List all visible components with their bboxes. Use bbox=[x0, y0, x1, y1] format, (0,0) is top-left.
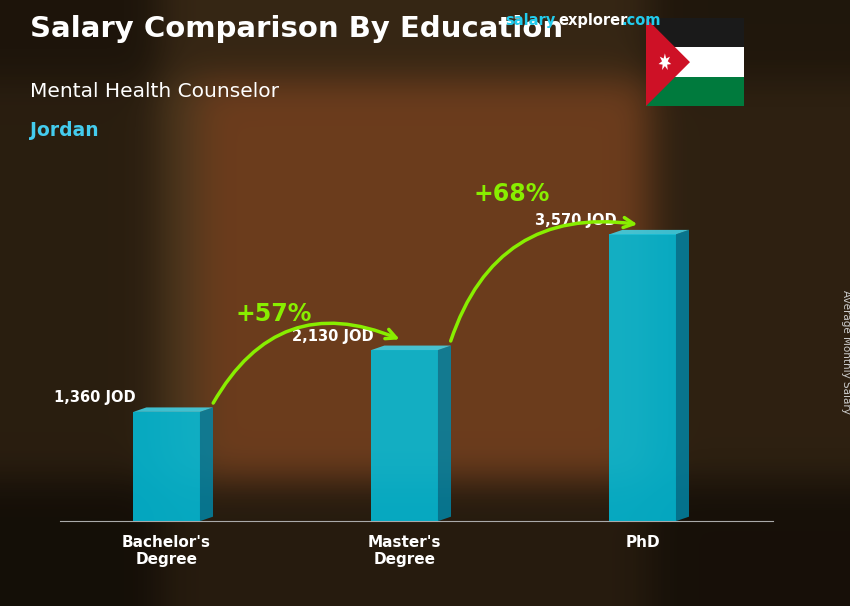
Text: Salary Comparison By Education: Salary Comparison By Education bbox=[30, 15, 563, 43]
Text: 2,130 JOD: 2,130 JOD bbox=[292, 328, 374, 344]
Bar bbox=[646, 47, 744, 77]
Text: +57%: +57% bbox=[235, 302, 312, 326]
Text: +68%: +68% bbox=[473, 182, 550, 206]
Polygon shape bbox=[371, 345, 451, 350]
Text: salary: salary bbox=[506, 13, 556, 28]
Text: explorer: explorer bbox=[558, 13, 628, 28]
Text: .com: .com bbox=[621, 13, 660, 28]
Bar bbox=[646, 77, 744, 106]
Polygon shape bbox=[438, 345, 451, 521]
Text: Jordan: Jordan bbox=[30, 121, 99, 140]
Polygon shape bbox=[200, 407, 213, 521]
Polygon shape bbox=[646, 18, 690, 106]
Polygon shape bbox=[133, 412, 200, 521]
Polygon shape bbox=[371, 350, 438, 521]
Polygon shape bbox=[609, 230, 689, 235]
Text: Average Monthly Salary: Average Monthly Salary bbox=[841, 290, 850, 413]
Polygon shape bbox=[659, 53, 672, 70]
Polygon shape bbox=[609, 235, 676, 521]
Bar bbox=[646, 18, 744, 47]
Polygon shape bbox=[133, 407, 213, 412]
Polygon shape bbox=[676, 230, 689, 521]
Text: 1,360 JOD: 1,360 JOD bbox=[54, 390, 136, 405]
Text: 3,570 JOD: 3,570 JOD bbox=[536, 213, 617, 228]
Text: Mental Health Counselor: Mental Health Counselor bbox=[30, 82, 279, 101]
